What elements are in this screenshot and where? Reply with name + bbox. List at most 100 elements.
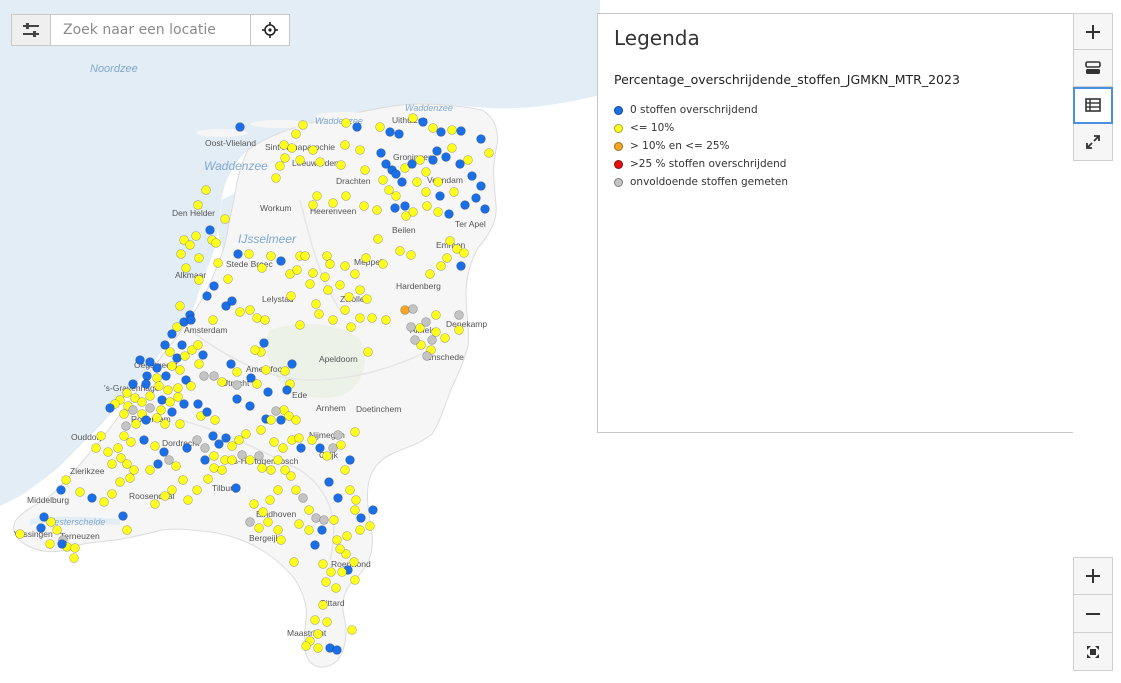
- measurement-point[interactable]: [308, 268, 318, 278]
- measurement-point[interactable]: [99, 497, 109, 507]
- measurement-point[interactable]: [160, 491, 170, 501]
- measurement-point[interactable]: [200, 455, 210, 465]
- measurement-point[interactable]: [322, 251, 332, 261]
- measurement-point[interactable]: [305, 279, 315, 289]
- measurement-point[interactable]: [237, 450, 247, 460]
- measurement-point[interactable]: [279, 140, 289, 150]
- measurement-point[interactable]: [265, 495, 275, 505]
- measurement-point[interactable]: [69, 553, 79, 563]
- measurement-point[interactable]: [276, 535, 286, 545]
- measurement-point[interactable]: [246, 373, 256, 383]
- measurement-point[interactable]: [355, 285, 365, 295]
- measurement-point[interactable]: [126, 437, 136, 447]
- measurement-point[interactable]: [209, 463, 219, 473]
- measurement-point[interactable]: [263, 387, 273, 397]
- measurement-point[interactable]: [245, 305, 255, 315]
- measurement-point[interactable]: [425, 269, 435, 279]
- measurement-point[interactable]: [341, 191, 351, 201]
- measurement-point[interactable]: [257, 463, 267, 473]
- measurement-point[interactable]: [406, 250, 416, 260]
- measurement-point[interactable]: [415, 155, 425, 165]
- measurement-point[interactable]: [310, 540, 320, 550]
- measurement-point[interactable]: [194, 253, 204, 263]
- measurement-point[interactable]: [145, 465, 155, 475]
- measurement-point[interactable]: [245, 517, 255, 527]
- measurement-point[interactable]: [381, 159, 391, 169]
- measurement-point[interactable]: [276, 256, 286, 266]
- measurement-point[interactable]: [118, 511, 128, 521]
- measurement-point[interactable]: [329, 515, 339, 525]
- measurement-point[interactable]: [444, 209, 454, 219]
- measurement-point[interactable]: [269, 437, 279, 447]
- measurement-point[interactable]: [408, 304, 418, 314]
- measurement-point[interactable]: [273, 485, 283, 495]
- measurement-point[interactable]: [256, 425, 266, 435]
- measurement-point[interactable]: [315, 443, 325, 453]
- measurement-point[interactable]: [400, 305, 410, 315]
- measurement-point[interactable]: [209, 371, 219, 381]
- measurement-point[interactable]: [261, 365, 271, 375]
- measurement-point[interactable]: [362, 294, 372, 304]
- measurement-point[interactable]: [152, 363, 162, 373]
- measurement-point[interactable]: [467, 171, 477, 181]
- measurement-point[interactable]: [294, 433, 304, 443]
- measurement-point[interactable]: [447, 143, 457, 153]
- measurement-point[interactable]: [373, 234, 383, 244]
- measurement-point[interactable]: [185, 240, 195, 250]
- measurement-point[interactable]: [164, 455, 174, 465]
- measurement-point[interactable]: [476, 181, 486, 191]
- measurement-point[interactable]: [356, 513, 366, 523]
- measurement-point[interactable]: [421, 187, 431, 197]
- measurement-point[interactable]: [266, 415, 276, 425]
- locate-button[interactable]: [250, 15, 289, 45]
- measurement-point[interactable]: [208, 315, 218, 325]
- measurement-point[interactable]: [57, 539, 67, 549]
- measurement-point[interactable]: [232, 394, 242, 404]
- measurement-point[interactable]: [122, 388, 132, 398]
- measurement-point[interactable]: [328, 443, 338, 453]
- measurement-point[interactable]: [435, 191, 445, 201]
- measurement-point[interactable]: [365, 521, 375, 531]
- measurement-point[interactable]: [116, 453, 126, 463]
- measurement-point[interactable]: [113, 443, 123, 453]
- measurement-point[interactable]: [176, 249, 186, 259]
- measurement-point[interactable]: [241, 429, 251, 439]
- measurement-point[interactable]: [232, 367, 242, 377]
- measurement-point[interactable]: [227, 441, 237, 451]
- measurement-point[interactable]: [286, 471, 296, 481]
- measurement-point[interactable]: [245, 401, 255, 411]
- measurement-point[interactable]: [39, 512, 49, 522]
- measurement-point[interactable]: [273, 525, 283, 535]
- measurement-point[interactable]: [194, 275, 204, 285]
- measurement-point[interactable]: [291, 129, 301, 139]
- measurement-point[interactable]: [432, 146, 442, 156]
- measurement-point[interactable]: [350, 505, 360, 515]
- measurement-point[interactable]: [179, 235, 189, 245]
- measurement-point[interactable]: [119, 431, 129, 441]
- filter-button[interactable]: [12, 15, 51, 45]
- measurement-point[interactable]: [431, 327, 441, 337]
- measurement-point[interactable]: [233, 249, 243, 259]
- measurement-point[interactable]: [213, 258, 223, 268]
- measurement-point[interactable]: [375, 122, 385, 132]
- measurement-point[interactable]: [476, 134, 486, 144]
- measurement-point[interactable]: [363, 347, 373, 357]
- measurement-point[interactable]: [345, 485, 355, 495]
- measurement-point[interactable]: [355, 525, 365, 535]
- measurement-point[interactable]: [181, 375, 191, 385]
- measurement-point[interactable]: [312, 191, 322, 201]
- measurement-point[interactable]: [165, 347, 175, 357]
- measurement-point[interactable]: [152, 373, 162, 383]
- measurement-point[interactable]: [36, 523, 46, 533]
- measurement-point[interactable]: [234, 435, 244, 445]
- measurement-point[interactable]: [145, 403, 155, 413]
- measurement-point[interactable]: [359, 201, 369, 211]
- measurement-point[interactable]: [130, 393, 140, 403]
- measurement-point[interactable]: [340, 465, 350, 475]
- fullscreen-button[interactable]: [1073, 124, 1113, 161]
- measurement-point[interactable]: [300, 251, 310, 261]
- legend-button[interactable]: [1073, 87, 1113, 124]
- measurement-point[interactable]: [179, 399, 189, 409]
- measurement-point[interactable]: [156, 405, 166, 415]
- measurement-point[interactable]: [139, 435, 149, 445]
